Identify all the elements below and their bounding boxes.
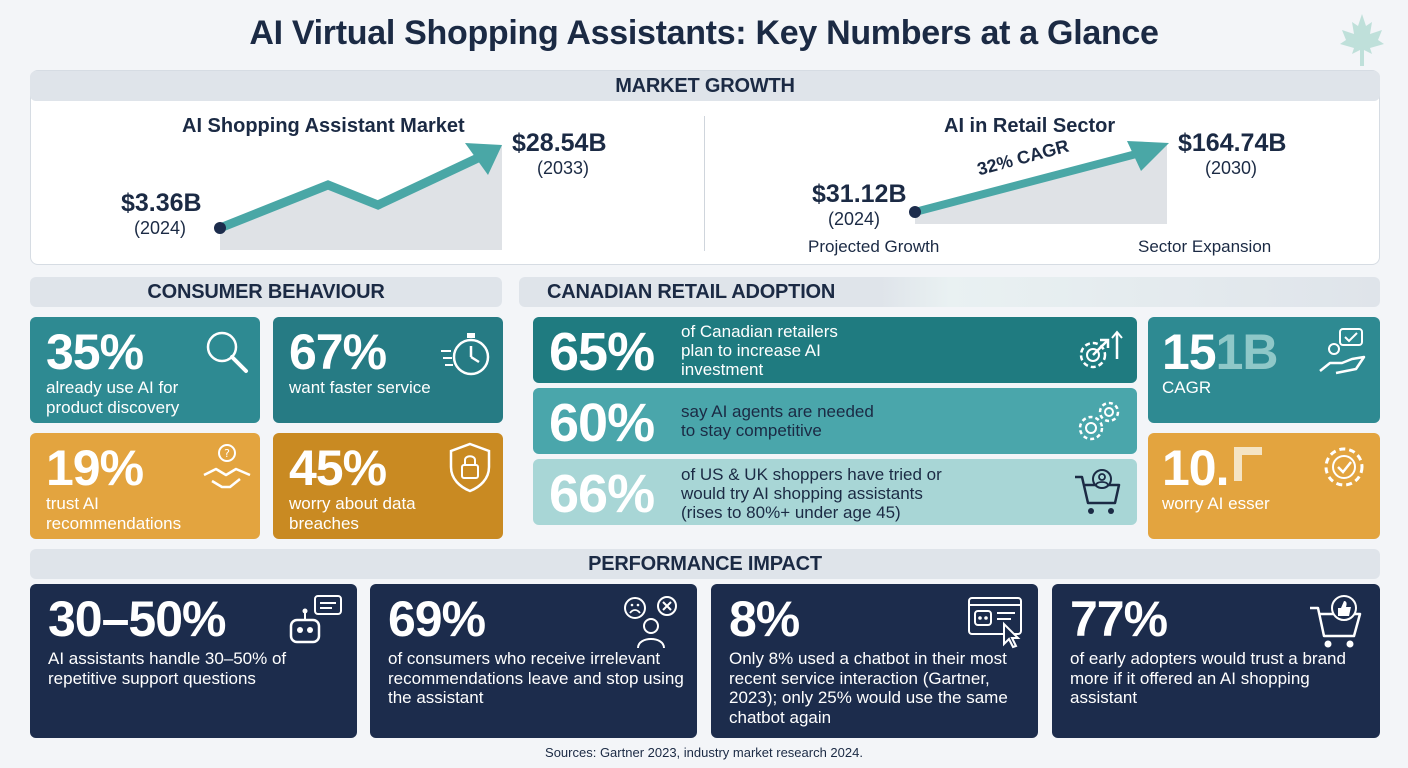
tile-desc: trust AI [46,494,99,513]
tile-product-discovery: 35% already use AI for product discovery [30,317,260,423]
market-growth-header: MARKET GROWTH [30,71,1380,101]
tile-pct: 67% [289,324,387,380]
gear-check-icon [1324,447,1364,487]
adoption-row-shoppers: 66% of US & UK shoppers have tried or wo… [533,459,1137,525]
right-end-value: $164.74B [1178,129,1287,157]
gears-icon [1078,401,1120,441]
adoption-line: of Canadian retailers [681,322,838,341]
right-arrow-head [1127,141,1169,171]
svg-text:?: ? [224,447,230,460]
right-start-dot [909,206,921,218]
right-start-value: $31.12B [812,180,907,208]
left-start-value: $3.36B [121,189,202,217]
tile-pct: 45% [289,440,387,496]
adoption-pct: 60% [549,393,655,453]
left-chart-title: AI Shopping Assistant Market [182,115,465,137]
side-tile-pct: 10. [1162,440,1230,496]
adoption-row-invest: 65% of Canadian retailers plan to increa… [533,317,1137,383]
tile-desc: already use AI for [46,378,179,397]
side-tile-cagr: 151B CAGR [1148,317,1380,423]
perf-pct: 8% [729,591,800,647]
tile-desc: recommendations [46,514,182,533]
adoption-pct: 65% [549,322,655,382]
chatbot-screen-icon [968,597,1022,649]
perf-desc: AI assistants handle 30–50% of repetitiv… [48,649,287,688]
tile-pct: 19% [46,440,144,496]
tile-trust-ai: 19% trust AI recommendations ? [30,433,260,539]
right-start-year: (2024) [828,209,881,229]
left-trend-line [218,152,482,233]
tile-desc: want faster service [289,378,431,397]
left-end-year: (2033) [537,158,590,178]
canadian-adoption-header: CANADIAN RETAIL ADOPTION [519,277,1380,307]
robot-chat-icon [289,595,342,644]
handshake-icon: ? [203,444,251,489]
left-start-year: (2024) [134,218,187,238]
perf-pct: 30–50% [48,591,226,647]
side-tile-worry: 10. worry AI esser [1148,433,1380,539]
magnifier-icon [206,331,248,373]
stopwatch-icon [441,333,490,376]
tile-desc: breaches [289,514,359,533]
perf-card-irrelevant: 69% of consumers who receive irrelevant … [370,584,697,738]
sector-expansion-label: Sector Expansion [1138,237,1272,256]
hand-chat-icon [1319,328,1366,375]
performance-impact-header: PERFORMANCE IMPACT [30,549,1380,579]
right-end-year: (2030) [1205,158,1258,178]
tile-data-breaches: 45% worry about data breaches [273,433,503,539]
adoption-row-competitive: 60% say AI agents are needed to stay com… [533,388,1137,454]
page-title: AI Virtual Shopping Assistants: Key Numb… [249,14,1159,52]
perf-pct: 77% [1070,591,1168,647]
cart-person-icon [1075,469,1121,514]
sources-footnote: Sources: Gartner 2023, industry market r… [545,745,863,760]
consumer-behaviour-header: CONSUMER BEHAVIOUR [30,277,502,307]
perf-card-support: 30–50% AI assistants handle 30–50% of re… [30,584,357,738]
perf-pct: 69% [388,591,486,647]
left-arrow-head [465,143,502,175]
tile-pct: 35% [46,324,144,380]
perf-card-chatbot: 8% Only 8% used a chatbot in their most … [711,584,1038,738]
left-start-dot [214,222,226,234]
right-chart-title: AI in Retail Sector [944,115,1116,137]
adoption-line: say AI agents are needed [681,402,874,421]
right-trend-line [913,149,1142,216]
shield-lock-icon [449,442,491,493]
projected-growth-label: Projected Growth [808,237,940,256]
adoption-line: to stay competitive [681,421,822,440]
maple-leaf-icon [1340,14,1384,66]
adoption-line: would try AI shopping assistants [681,484,923,503]
market-divider [704,116,705,251]
gear-growth-icon [1079,330,1123,369]
perf-desc: of early adopters would trust a brand mo… [1070,649,1346,707]
side-tile-desc: CAGR [1162,378,1212,397]
faded-glyph [1234,447,1262,481]
perf-card-trust: 77% of early adopters would trust a bran… [1052,584,1380,738]
perf-desc: Only 8% used a chatbot in their most rec… [729,649,1008,727]
right-growth-chart [909,141,1169,224]
left-end-value: $28.54B [512,129,607,157]
tile-desc: product discovery [46,398,180,417]
tile-desc: worry about data [289,494,416,513]
cart-thumbs-up-icon [1310,595,1362,648]
side-tile-desc: worry AI esser [1162,494,1270,513]
adoption-line: of US & UK shoppers have tried or [681,465,942,484]
left-growth-chart [214,143,502,250]
adoption-line: investment [681,360,764,379]
side-tile-pct: 151B [1162,324,1279,380]
perf-desc: of consumers who receive irrelevant reco… [388,649,684,707]
adoption-pct: 66% [549,464,655,524]
frustrated-user-icon [624,596,677,649]
adoption-line: plan to increase AI [681,341,821,360]
adoption-line: (rises to 80%+ under age 45) [681,503,901,522]
tile-faster-service: 67% want faster service [273,317,503,423]
